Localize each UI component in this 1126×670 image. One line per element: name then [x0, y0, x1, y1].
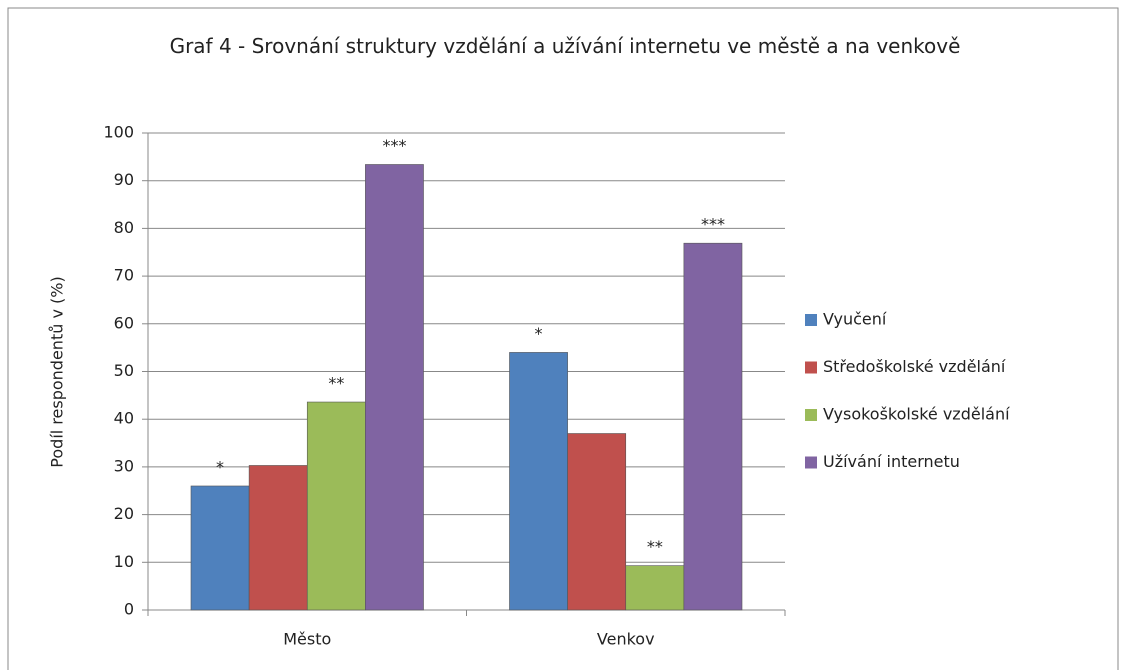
- bar-annotation: ***: [382, 136, 406, 155]
- chart-title: Graf 4 - Srovnání struktury vzdělání a u…: [169, 34, 961, 58]
- y-tick-label: 10: [114, 552, 134, 571]
- title-box: Graf 4 - Srovnání struktury vzdělání a u…: [169, 34, 961, 58]
- x-tick-label: Město: [283, 630, 331, 649]
- bar: [625, 565, 685, 611]
- bar: [683, 242, 743, 611]
- bar: [306, 401, 366, 611]
- bar-annotation: **: [328, 374, 344, 393]
- legend-label: Vyučení: [823, 310, 887, 329]
- bar-annotation: ***: [701, 215, 725, 234]
- legend-label: Vysokoškolské vzdělání: [823, 405, 1010, 424]
- bar-annotation: *: [216, 457, 224, 476]
- legend-swatch: [805, 456, 817, 469]
- legend-swatch: [805, 314, 817, 326]
- y-tick-label: 40: [114, 409, 134, 428]
- legend-swatch: [805, 409, 817, 421]
- y-tick-label: 70: [114, 266, 134, 285]
- y-tick-label: 80: [114, 218, 134, 237]
- legend-label: Středoškolské vzdělání: [823, 357, 1006, 376]
- bar: [248, 465, 308, 611]
- y-tick-label: 90: [114, 170, 134, 189]
- y-tick-label: 100: [103, 123, 134, 142]
- bar: [567, 433, 627, 611]
- bar: [509, 352, 568, 611]
- y-tick-label: 50: [114, 361, 134, 380]
- bar-annotation: **: [647, 537, 663, 556]
- bar-annotation: *: [535, 324, 543, 343]
- y-tick-label: 60: [114, 313, 134, 332]
- y-tick-label: 0: [124, 600, 134, 619]
- x-tick-label: Venkov: [597, 630, 655, 649]
- bar: [365, 164, 424, 611]
- legend-label: Užívání internetu: [823, 452, 960, 471]
- y-tick-label: 30: [114, 456, 134, 475]
- legend-swatch: [805, 361, 817, 374]
- bar: [190, 485, 250, 611]
- y-tick-label: 20: [114, 504, 134, 523]
- y-axis-label: Podíl respondentů v (%): [48, 276, 67, 467]
